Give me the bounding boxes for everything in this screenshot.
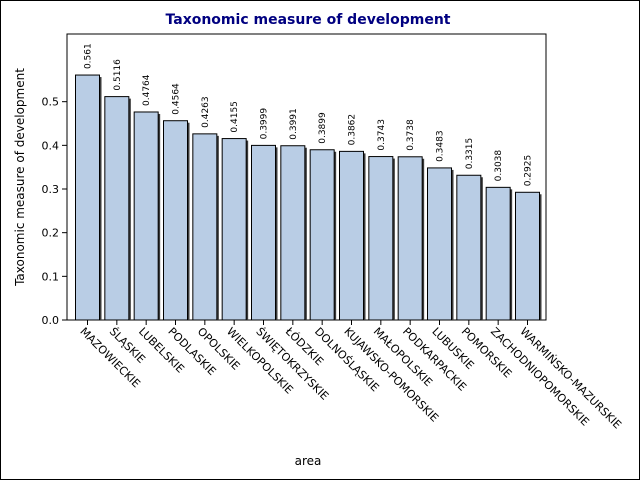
data-labels: 0.561 0.5116 0.4764 0.4564 0.4263 0.4155 0.399… — [84, 43, 534, 186]
y-tick-label: 0.4 — [42, 139, 60, 152]
bar — [456, 174, 482, 321]
data-label: 0.3899 — [318, 112, 328, 144]
data-label: 0.4764 — [142, 74, 152, 106]
data-label: 0.3862 — [348, 114, 358, 146]
y-axis: 0.0 0.1 0.2 0.3 0.4 0.5 — [42, 96, 67, 327]
bar — [309, 149, 335, 321]
bars — [75, 74, 542, 321]
y-tick-label: 0.0 — [42, 314, 60, 327]
y-tick-label: 0.2 — [42, 227, 60, 240]
bar — [485, 186, 511, 321]
chart-title: Taxonomic measure of development — [166, 12, 451, 28]
data-label: 0.3483 — [436, 130, 446, 162]
bar — [133, 111, 159, 321]
data-label: 0.5116 — [113, 59, 123, 91]
data-label: 0.561 — [84, 43, 94, 69]
bar — [251, 144, 276, 321]
data-label: 0.3038 — [494, 150, 504, 182]
y-tick-label: 0.1 — [42, 270, 60, 283]
bar — [192, 133, 218, 321]
data-label: 0.3999 — [260, 108, 270, 140]
data-label: 0.4263 — [201, 96, 211, 128]
bar — [163, 120, 188, 321]
bar — [427, 167, 452, 321]
data-label: 0.2925 — [524, 155, 534, 187]
bar — [515, 191, 540, 321]
data-label: 0.4155 — [230, 101, 240, 133]
y-tick-label: 0.5 — [42, 96, 60, 109]
bar — [397, 156, 423, 321]
data-label: 0.3315 — [465, 138, 475, 170]
data-label: 0.3743 — [377, 119, 387, 151]
data-label: 0.3738 — [406, 119, 416, 151]
x-axis: MAZOWIECKIEŚLĄSKIELUBELSKIEPODLASKIEOPOL… — [77, 320, 624, 431]
bar — [221, 138, 247, 321]
bar — [104, 96, 130, 321]
y-axis-label: Taxonomic measure of development — [13, 68, 27, 287]
x-axis-label: area — [295, 454, 322, 468]
bar — [339, 150, 364, 321]
y-tick-label: 0.3 — [42, 183, 60, 196]
bar — [75, 74, 100, 321]
bar — [280, 145, 306, 321]
bar — [368, 156, 394, 321]
data-label: 0.4564 — [172, 83, 182, 115]
data-label: 0.3991 — [289, 108, 299, 140]
